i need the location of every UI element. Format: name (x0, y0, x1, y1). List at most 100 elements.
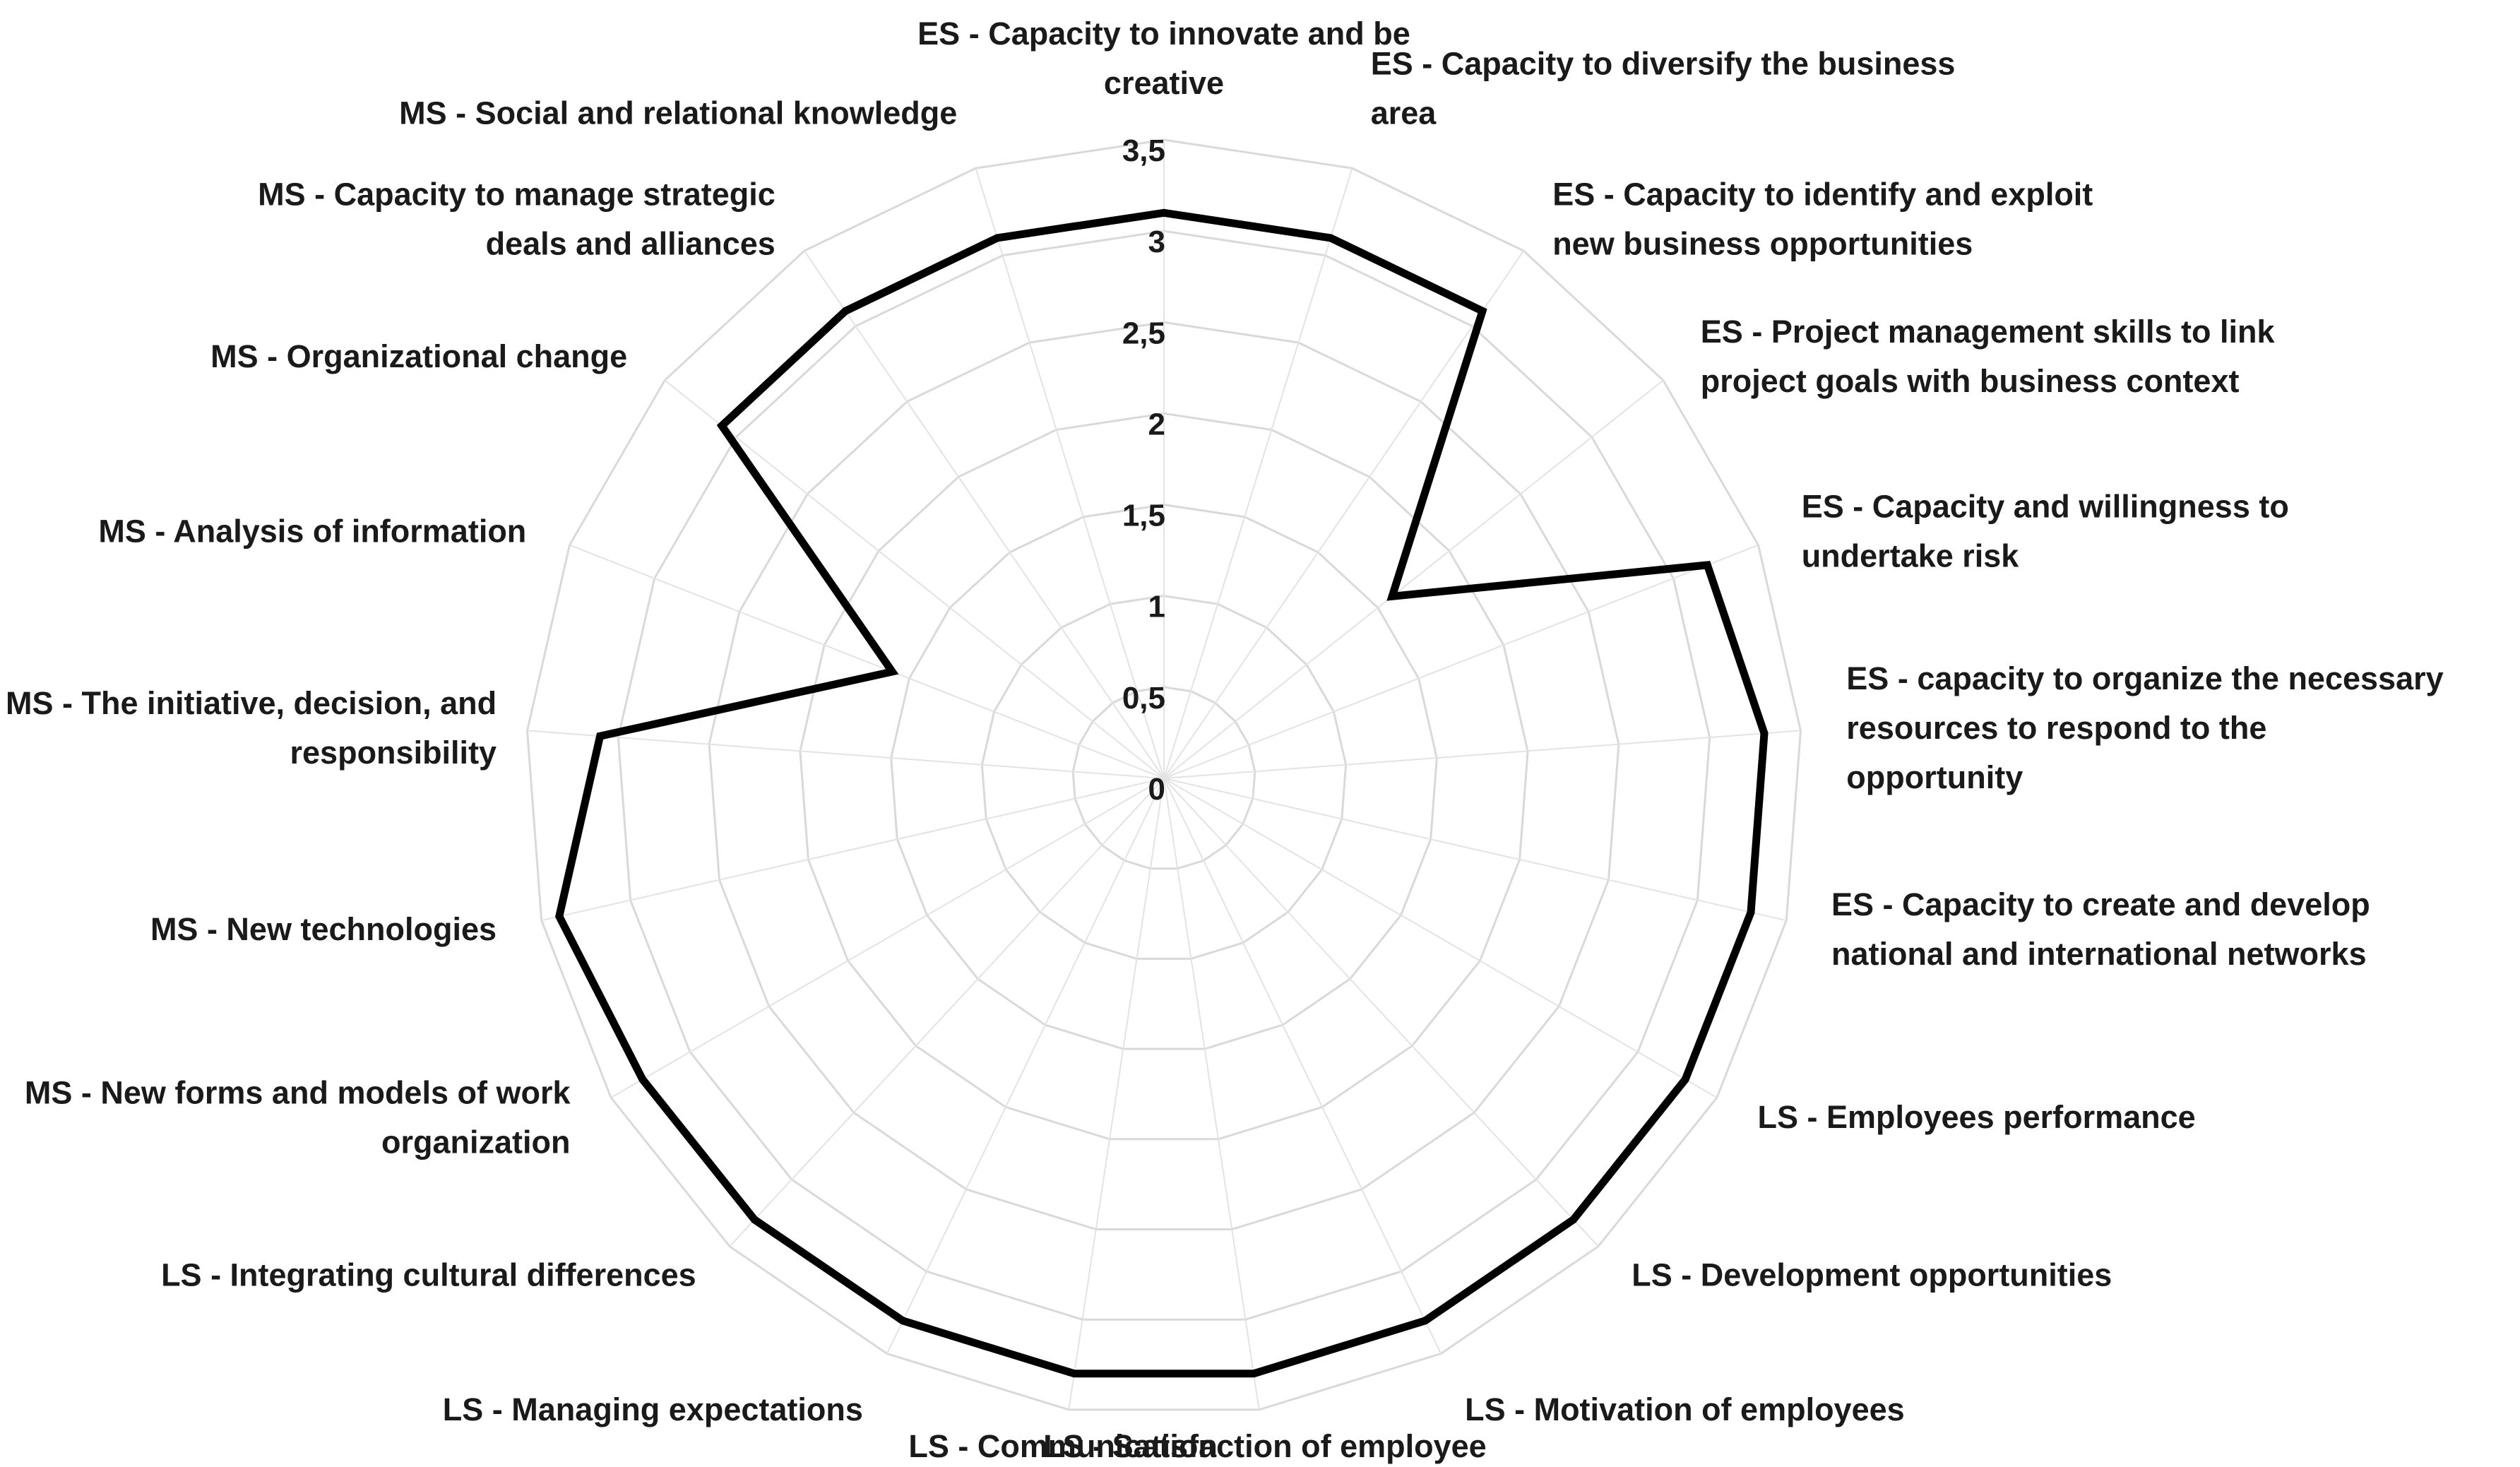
category-label-3-line-1: project goals with business context (1701, 363, 2240, 399)
tick-label-3: 1,5 (1122, 499, 1165, 533)
category-label-12-line-0: LS - Managing expectations (443, 1391, 863, 1427)
spoke-1 (1163, 167, 1353, 779)
category-label-5-line-1: resources to respond to the (1846, 710, 2266, 746)
spoke-15 (541, 778, 1165, 922)
category-label-4: ES - Capacity and willingness to undertak… (1802, 488, 2289, 574)
category-label-13-line-0: LS - Integrating cultural differences (161, 1257, 696, 1293)
category-label-12: LS - Managing expectations (443, 1391, 863, 1427)
spoke-14 (610, 778, 1165, 1098)
category-label-3-line-0: ES - Project management skills to link (1701, 314, 2276, 350)
spoke-2 (1163, 250, 1525, 779)
category-label-6-line-0: ES - Capacity to create and develop (1831, 886, 2370, 922)
grid-ring-4 (799, 412, 1529, 1141)
spoke-17 (569, 544, 1165, 779)
data-point-4 (1706, 564, 1708, 566)
category-label-19-line-0: MS - Capacity to manage strategic (258, 176, 775, 212)
category-label-19-line-1: deals and alliances (486, 225, 775, 261)
category-label-4-line-0: ES - Capacity and willingness to (1802, 488, 2289, 524)
grid-ring-5 (708, 321, 1620, 1230)
category-label-2-line-0: ES - Capacity to identify and exploit (1552, 176, 2093, 212)
data-point-17 (891, 671, 893, 672)
series-line (554, 208, 1769, 1378)
spoke-18 (664, 379, 1165, 779)
spoke-5 (1163, 730, 1801, 779)
data-point-5 (1764, 732, 1765, 735)
data-point-14 (641, 1079, 643, 1081)
category-label-17: MS - Analysis of information (98, 513, 526, 549)
data-point-7 (1684, 1079, 1687, 1081)
grid-ring-2 (980, 595, 1348, 960)
spoke-6 (1163, 778, 1787, 922)
spoke-20 (975, 167, 1165, 779)
category-label-3: ES - Project management skills to link pr… (1701, 314, 2276, 399)
category-label-15-line-0: MS - New technologies (150, 911, 497, 947)
category-label-14-line-0: MS - New forms and models of work (25, 1074, 571, 1110)
category-label-14-line-1: organization (381, 1124, 571, 1160)
tick-label-1: 0,5 (1122, 681, 1165, 715)
data-point-10 (1253, 1372, 1254, 1374)
spoke-12 (886, 778, 1165, 1354)
category-label-6: ES - Capacity to create and develop natio… (1831, 886, 2370, 972)
category-label-2-line-1: new business opportunities (1552, 225, 1973, 261)
category-label-19: MS - Capacity to manage strategic deals a… (258, 176, 775, 261)
category-label-20: MS - Social and relational knowledge (399, 95, 957, 131)
category-label-16-line-1: responsibility (290, 735, 497, 771)
data-point-6 (1750, 911, 1752, 913)
spoke-13 (729, 778, 1165, 1247)
category-label-16-line-0: MS - The initiative, decision, and (6, 685, 497, 721)
category-labels: ES - Capacity to innovate and be creative… (6, 16, 2444, 1464)
data-point-20 (997, 237, 998, 239)
category-label-2: ES - Capacity to identify and exploit new… (1552, 176, 2093, 261)
tick-label-4: 2 (1148, 407, 1165, 441)
tick-label-6: 3 (1148, 225, 1165, 259)
category-label-8: LS - Development opportunities (1632, 1257, 2112, 1293)
spoke-3 (1163, 379, 1664, 779)
category-label-7: LS - Employees performance (1758, 1099, 2196, 1135)
data-point-11 (1074, 1372, 1075, 1374)
data-point-18 (721, 424, 723, 427)
category-label-18-line-0: MS - Organizational change (210, 338, 627, 374)
tick-label-7: 3,5 (1122, 133, 1165, 168)
category-label-11-line-0: LS - Communication (908, 1428, 1218, 1464)
category-label-1: ES - Capacity to diversify the business a… (1371, 46, 1956, 131)
category-label-20-line-0: MS - Social and relational knowledge (399, 95, 957, 131)
spoke-19 (803, 250, 1165, 779)
category-label-0-line-1: creative (1104, 65, 1224, 101)
category-label-11: LS - Communication (908, 1428, 1218, 1464)
category-label-15: MS - New technologies (150, 911, 497, 947)
category-label-1-line-0: ES - Capacity to diversify the business (1371, 46, 1956, 82)
category-label-5-line-0: ES - capacity to organize the necessary (1846, 660, 2443, 696)
data-point-16 (599, 735, 601, 737)
spoke-4 (1163, 544, 1759, 779)
spoke-8 (1163, 778, 1599, 1247)
category-label-14: MS - New forms and models of work organiz… (25, 1074, 571, 1160)
tick-labels: 0 0,5 1 1,5 2 2,5 3 3,5 (1122, 133, 1165, 807)
grid-ring-7 (525, 138, 1802, 1411)
data-point-12 (902, 1319, 904, 1322)
grid-layer (525, 138, 1802, 1411)
category-label-0-line-0: ES - Capacity to innovate and be (917, 16, 1410, 52)
category-label-9: LS - Motivation of employees (1465, 1391, 1905, 1427)
data-point-15 (558, 915, 560, 917)
series-layer (554, 208, 1769, 1378)
category-label-7-line-0: LS - Employees performance (1758, 1099, 2196, 1135)
category-label-10: LS - Satisfaction of employee (1043, 1428, 1487, 1464)
grid-ring-1 (1071, 686, 1256, 870)
category-label-0: ES - Capacity to innovate and be creative (917, 16, 1410, 101)
tick-label-2: 1 (1148, 590, 1165, 624)
tick-label-0: 0 (1148, 772, 1165, 807)
spoke-16 (527, 730, 1165, 779)
category-label-8-line-0: LS - Development opportunities (1632, 1257, 2112, 1293)
category-label-10-line-0: LS - Satisfaction of employee (1043, 1428, 1487, 1464)
data-point-13 (754, 1218, 756, 1220)
spoke-11 (1068, 778, 1165, 1410)
data-point-0 (1163, 212, 1165, 214)
data-point-9 (1424, 1319, 1426, 1322)
category-label-16: MS - The initiative, decision, and respon… (6, 685, 497, 771)
category-label-5: ES - capacity to organize the necessary r… (1846, 660, 2443, 795)
category-label-17-line-0: MS - Analysis of information (98, 513, 526, 549)
spoke-10 (1163, 778, 1260, 1410)
category-label-13: LS - Integrating cultural differences (161, 1257, 696, 1293)
